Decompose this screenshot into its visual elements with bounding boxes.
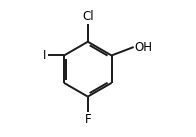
Text: I: I	[43, 49, 46, 62]
Text: Cl: Cl	[82, 10, 94, 23]
Text: OH: OH	[134, 41, 152, 54]
Text: F: F	[84, 113, 91, 126]
